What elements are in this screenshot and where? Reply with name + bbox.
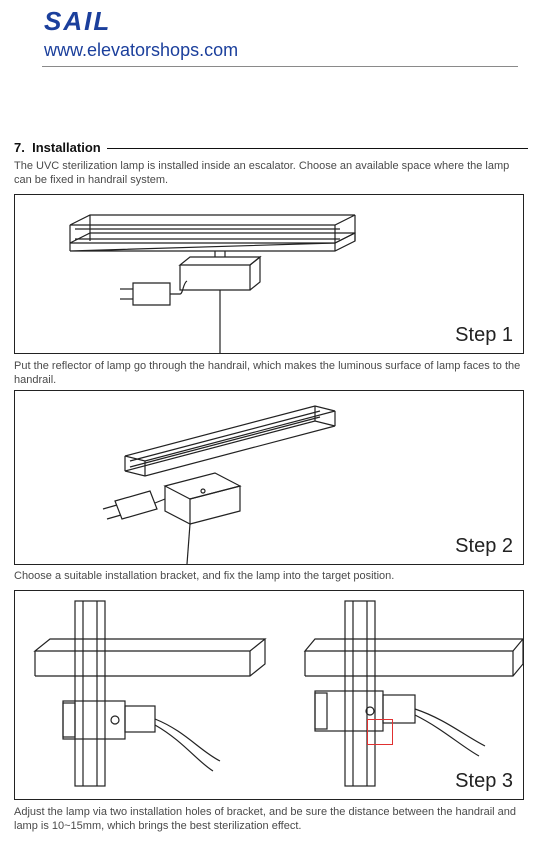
figure-step-1: Step 1 [14, 194, 524, 354]
step-3-caption: Adjust the lamp via two installation hol… [14, 806, 524, 834]
section-intro-text: The UVC sterilization lamp is installed … [14, 160, 524, 188]
website-url: www.elevatorshops.com [44, 40, 238, 61]
diagram-step-1 [15, 195, 523, 353]
step-3-label: Step 3 [455, 770, 513, 793]
section-heading: 7. Installation [14, 140, 528, 155]
step-1-label: Step 1 [455, 324, 513, 347]
diagram-step-2 [15, 391, 523, 564]
highlight-box [367, 719, 393, 745]
step-2-caption: Choose a suitable installation bracket, … [14, 570, 524, 584]
section-title-text: Installation [32, 140, 101, 155]
section-title-rule [107, 148, 528, 150]
figure-step-2: Step 2 [14, 390, 524, 565]
step-1-caption: Put the reflector of lamp go through the… [14, 360, 524, 388]
header-divider [42, 66, 518, 67]
diagram-step-3 [15, 591, 523, 799]
step-2-label: Step 2 [455, 535, 513, 558]
figure-step-3: Step 3 [14, 590, 524, 800]
section-number: 7. [14, 140, 25, 155]
brand-logo: SAIL [44, 6, 111, 37]
